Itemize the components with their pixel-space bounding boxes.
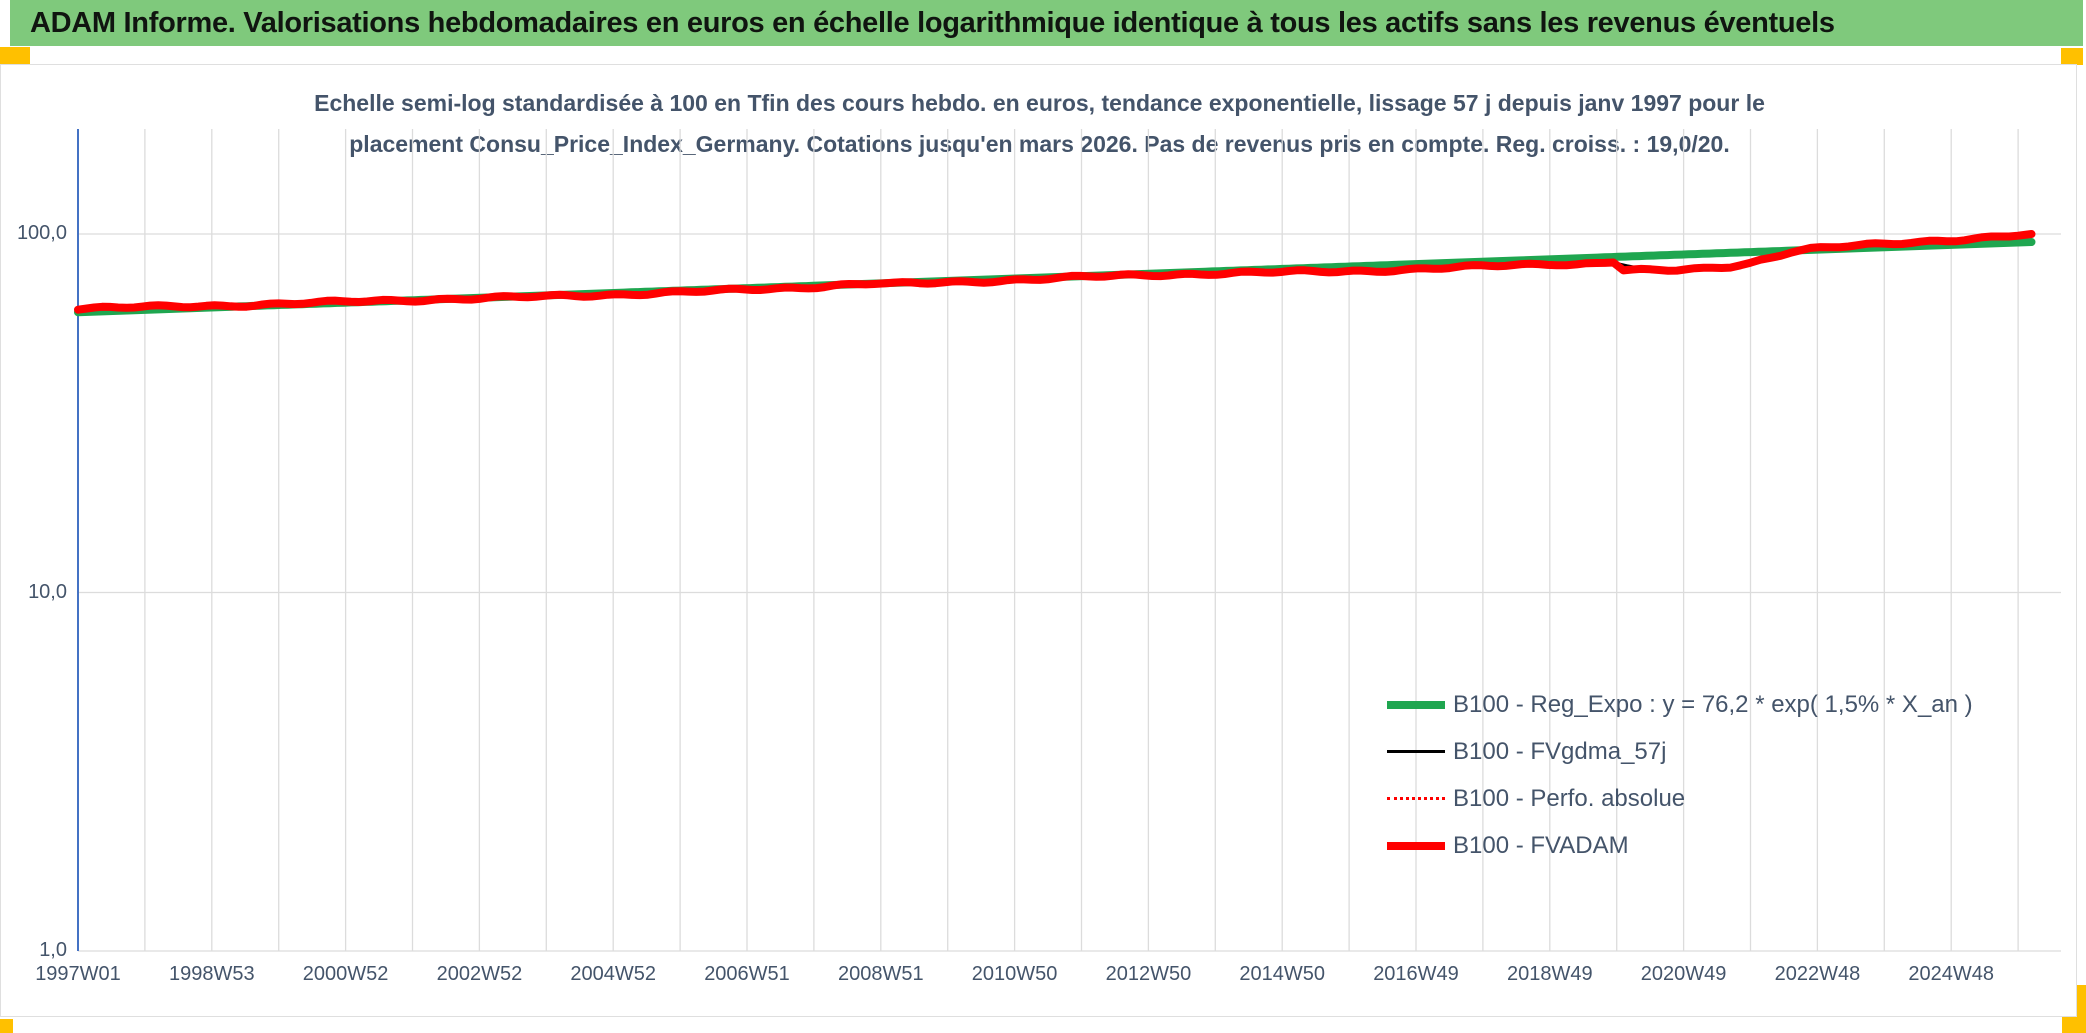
legend-label: B100 - FVgdma_57j xyxy=(1453,737,1667,765)
x-tick-label: 2000W52 xyxy=(302,963,389,985)
x-tick-label: 1997W01 xyxy=(35,963,121,985)
x-tick-label: 1998W53 xyxy=(168,963,255,985)
legend-item: B100 - Reg_Expo : y = 76,2 * exp( 1,5% *… xyxy=(1387,681,1973,728)
chart-area: Echelle semi-log standardisée à 100 en T… xyxy=(0,64,2077,1017)
cell-marker-top-left xyxy=(0,47,30,65)
legend-line-swatch xyxy=(1387,797,1445,800)
x-tick-label: 2006W51 xyxy=(704,963,790,985)
y-tick-label: 1,0 xyxy=(39,939,67,961)
chart-title-line-2: placement Consu_Price_Index_Germany. Cot… xyxy=(349,131,1730,157)
x-tick-label: 2004W52 xyxy=(570,963,656,985)
y-tick-label: 10,0 xyxy=(28,580,67,603)
x-tick-label: 2024W48 xyxy=(1908,963,1994,985)
x-tick-label: 2012W50 xyxy=(1105,963,1192,985)
x-tick-label: 2008W51 xyxy=(837,963,924,985)
plot-svg xyxy=(74,129,2061,952)
cell-marker-bottom-left xyxy=(0,1019,13,1033)
chart-legend: B100 - Reg_Expo : y = 76,2 * exp( 1,5% *… xyxy=(1387,681,1973,869)
x-tick-label: 2018W49 xyxy=(1506,963,1593,985)
legend-label: B100 - Perfo. absolue xyxy=(1453,784,1686,812)
x-tick-label: 2022W48 xyxy=(1774,963,1861,985)
legend-line-swatch xyxy=(1387,841,1445,850)
legend-label: B100 - Reg_Expo : y = 76,2 * exp( 1,5% *… xyxy=(1453,690,1973,718)
cell-marker-top-right xyxy=(2061,48,2083,65)
legend-item: B100 - FVADAM xyxy=(1387,822,1973,869)
cell-marker-bottom-right xyxy=(2062,1013,2086,1033)
legend-line-swatch xyxy=(1387,750,1445,753)
report-title: ADAM Informe. Valorisations hebdomadaire… xyxy=(30,6,1835,39)
y-tick-label: 100,0 xyxy=(16,222,67,244)
x-tick-label: 2020W49 xyxy=(1640,963,1727,985)
x-tick-label: 2014W50 xyxy=(1239,963,1325,985)
legend-label: B100 - FVADAM xyxy=(1453,831,1629,859)
cell-marker-right-strip xyxy=(2077,985,2086,1033)
report-title-bar: ADAM Informe. Valorisations hebdomadaire… xyxy=(10,0,2083,46)
series-line-3 xyxy=(74,230,2036,314)
x-tick-label: 2002W52 xyxy=(436,963,523,985)
legend-line-swatch xyxy=(1387,700,1445,709)
legend-item: B100 - FVgdma_57j xyxy=(1387,728,1973,775)
legend-item: B100 - Perfo. absolue xyxy=(1387,775,1973,822)
chart-title: Echelle semi-log standardisée à 100 en T… xyxy=(1,83,2078,165)
x-tick-label: 2010W50 xyxy=(971,963,1058,985)
x-tick-label: 2016W49 xyxy=(1373,963,1459,985)
chart-title-line-1: Echelle semi-log standardisée à 100 en T… xyxy=(314,90,1765,116)
